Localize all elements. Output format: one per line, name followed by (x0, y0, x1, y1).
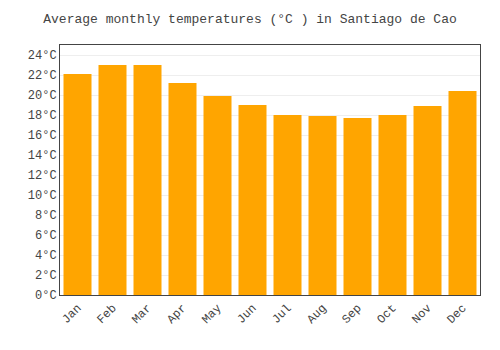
svg-text:24°C: 24°C (28, 49, 57, 63)
svg-text:Oct: Oct (374, 302, 399, 327)
svg-text:14°C: 14°C (28, 149, 57, 163)
svg-text:Aug: Aug (304, 302, 329, 327)
svg-text:Jun: Jun (234, 302, 259, 327)
svg-text:8°C: 8°C (35, 209, 57, 223)
svg-text:20°C: 20°C (28, 89, 57, 103)
svg-text:Apr: Apr (164, 302, 189, 327)
svg-text:Dec: Dec (444, 302, 469, 327)
svg-text:0°C: 0°C (35, 289, 57, 303)
svg-text:Mar: Mar (129, 302, 154, 327)
svg-text:4°C: 4°C (35, 249, 57, 263)
svg-text:2°C: 2°C (35, 269, 57, 283)
svg-text:10°C: 10°C (28, 189, 57, 203)
svg-text:May: May (199, 302, 224, 327)
svg-text:Nov: Nov (409, 302, 434, 327)
svg-text:Jan: Jan (59, 302, 84, 327)
svg-text:16°C: 16°C (28, 129, 57, 143)
svg-text:22°C: 22°C (28, 69, 57, 83)
svg-text:18°C: 18°C (28, 109, 57, 123)
svg-text:Feb: Feb (94, 302, 119, 327)
svg-text:Average monthly temperatures (: Average monthly temperatures (°C ) in Sa… (43, 12, 456, 27)
svg-text:12°C: 12°C (28, 169, 57, 183)
svg-text:Jul: Jul (269, 302, 294, 327)
svg-text:Sep: Sep (339, 302, 364, 327)
svg-text:6°C: 6°C (35, 229, 57, 243)
